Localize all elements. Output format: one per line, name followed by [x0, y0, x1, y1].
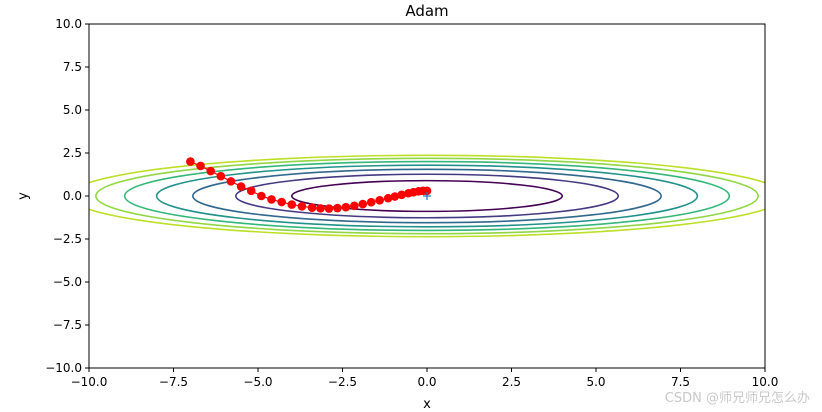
x-axis: −10.0 −7.5 −5.0 −2.5 0.0 2.5 5.0 7.5 10.0 — [71, 368, 779, 389]
path-point — [246, 186, 256, 196]
path-point — [422, 186, 432, 196]
x-tick-label: 7.5 — [671, 375, 690, 389]
path-point — [341, 202, 351, 212]
y-tick-label: −10.0 — [45, 361, 82, 375]
y-tick-label: 5.0 — [63, 103, 82, 117]
path-point — [307, 203, 317, 212]
contour-level-7 — [89, 154, 765, 238]
path-point — [390, 192, 400, 201]
path-point — [375, 196, 384, 205]
path-point — [383, 193, 393, 203]
path-point — [287, 200, 297, 209]
path-point — [333, 203, 342, 213]
y-tick-label: 7.5 — [63, 60, 82, 74]
x-tick-label: 5.0 — [586, 375, 605, 389]
path-point — [226, 177, 236, 186]
contour-level-3 — [192, 168, 662, 224]
y-tick-label: 10.0 — [55, 17, 82, 31]
path-point — [366, 197, 376, 207]
x-tick-label: −7.5 — [159, 375, 188, 389]
y-tick-label: 0.0 — [63, 189, 82, 203]
path-point — [186, 157, 195, 166]
path-point — [350, 201, 359, 211]
y-tick-label: −2.5 — [53, 232, 82, 246]
path-point — [358, 199, 368, 209]
y-axis-label: y — [16, 192, 31, 200]
contour-level-6 — [95, 157, 759, 235]
watermark: CSDN @师兄师兄怎么办 — [664, 391, 810, 406]
path-point — [196, 161, 205, 171]
path-point — [297, 202, 307, 211]
y-tick-label: 2.5 — [63, 146, 82, 160]
x-tick-label: −10.0 — [71, 375, 108, 389]
x-tick-label: 0.0 — [417, 375, 436, 389]
x-tick-label: 10.0 — [752, 375, 779, 389]
path-point — [257, 191, 266, 201]
y-tick-label: −5.0 — [53, 275, 82, 289]
path-point — [397, 190, 406, 200]
path-point — [206, 166, 215, 176]
chart-title: Adam — [405, 2, 448, 20]
path-point — [267, 195, 276, 204]
y-axis: −10.0 −7.5 −5.0 −2.5 0.0 2.5 5.0 7.5 10.0 — [45, 17, 89, 375]
path-point — [324, 204, 334, 213]
contour-level-2 — [234, 173, 620, 219]
x-axis-label: x — [423, 397, 431, 412]
contour-level-5 — [123, 160, 731, 232]
path-point — [316, 204, 325, 213]
x-tick-label: 2.5 — [502, 375, 521, 389]
contour-level-4 — [155, 164, 699, 228]
minimum-marker — [423, 192, 431, 200]
path-point — [277, 197, 286, 207]
y-tick-label: −7.5 — [53, 318, 82, 332]
path-point — [216, 171, 226, 181]
contour-lines — [89, 154, 765, 238]
path-point — [236, 182, 246, 191]
x-tick-label: −2.5 — [328, 375, 357, 389]
x-tick-label: −5.0 — [243, 375, 272, 389]
contour-level-1 — [290, 179, 563, 213]
optimizer-points — [186, 157, 432, 213]
